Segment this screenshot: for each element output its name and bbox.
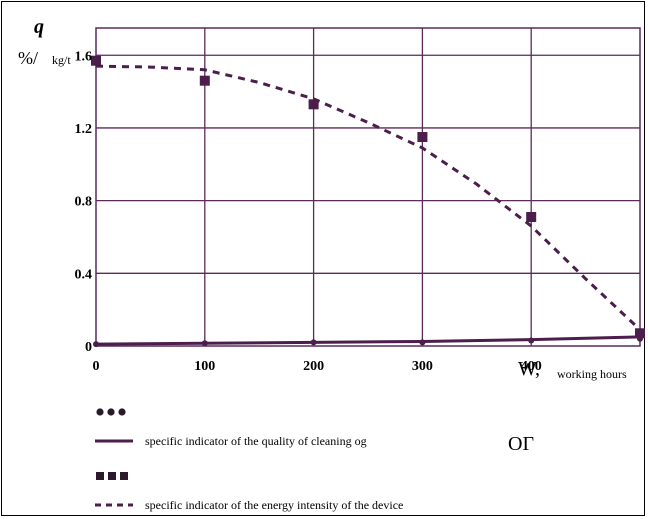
series-quality-line — [95, 335, 641, 346]
series-energy-point — [526, 211, 537, 222]
annotation-og: ОГ — [508, 433, 534, 455]
axes — [95, 27, 641, 347]
series-quality-point — [201, 340, 208, 347]
series-quality-point — [93, 341, 99, 348]
x-tick-label: 100 — [194, 359, 215, 374]
y-tick-label: 0 — [85, 340, 92, 355]
legend-square-marker — [108, 472, 116, 480]
y-axis-units-prefix: %/ — [18, 48, 38, 68]
legend-square-marker — [96, 472, 104, 480]
legend-square-markers — [96, 472, 128, 480]
series-energy-point — [91, 55, 101, 66]
series-quality-point — [419, 339, 426, 346]
y-tick-label: 0.4 — [75, 267, 93, 282]
x-tick-label: 0 — [93, 359, 100, 374]
y-tick-label: 1.6 — [75, 49, 93, 64]
legend-square-marker — [120, 472, 128, 480]
x-tick-label: 300 — [412, 359, 433, 374]
x-tick-label: 200 — [303, 359, 324, 374]
legend-circle-marker — [107, 408, 115, 416]
grid — [96, 28, 640, 346]
plot-border — [95, 27, 641, 347]
series-energy-point — [417, 132, 428, 143]
y-axis-units-suffix: kg/t — [52, 53, 71, 67]
series-quality-point — [310, 339, 317, 346]
y-axis-symbol: q — [34, 16, 44, 38]
y-tick-label: 1.2 — [75, 122, 93, 137]
series-layer — [91, 55, 645, 348]
y-tick-label: 0.8 — [75, 195, 93, 210]
tick-labels: 0 100 200 300 400 0 0.4 0.8 1.2 1.6 — [75, 49, 542, 374]
series-energy-point — [199, 75, 210, 86]
x-axis-units: working hours — [557, 367, 627, 381]
x-axis-symbol: W, — [518, 358, 540, 380]
series-energy-line — [95, 64, 642, 331]
legend-circle-markers — [96, 408, 126, 416]
legend-circle-marker — [96, 408, 104, 416]
legend: specific indicator of the quality of cle… — [95, 408, 403, 512]
series-energy-point — [308, 99, 319, 110]
series-energy-point — [635, 328, 645, 339]
series-quality-point — [528, 337, 535, 344]
legend-circle-marker — [118, 408, 126, 416]
x-tick-label: 400 — [521, 359, 542, 374]
legend-label-energy: specific indicator of the energy intensi… — [145, 498, 403, 512]
legend-label-quality: specific indicator of the quality of cle… — [145, 434, 367, 448]
